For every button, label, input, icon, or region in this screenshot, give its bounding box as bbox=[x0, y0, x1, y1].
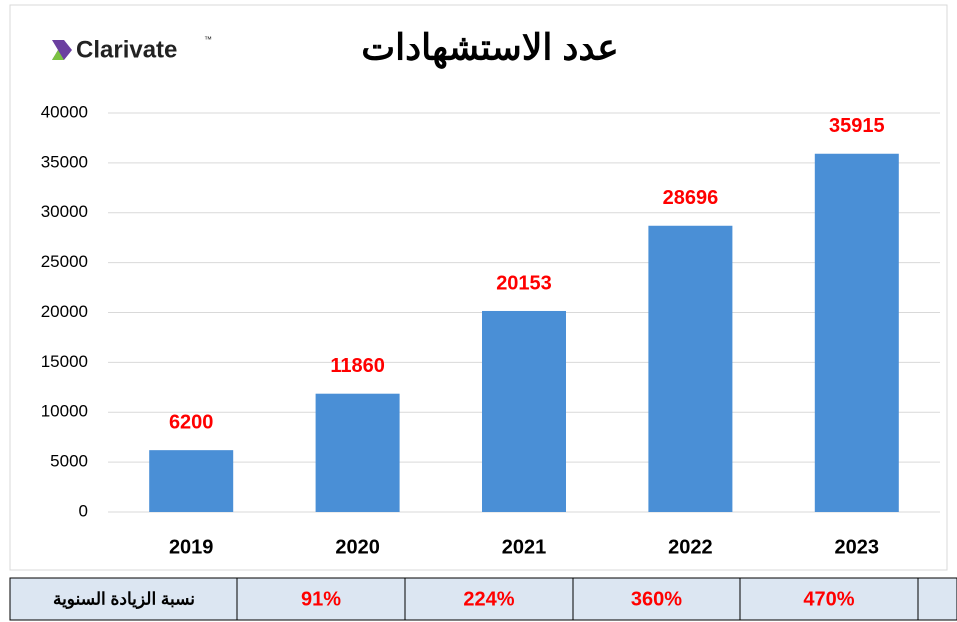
x-tick-label: 2021 bbox=[502, 536, 547, 558]
value-label: 20153 bbox=[496, 272, 552, 294]
value-label: 35915 bbox=[829, 115, 885, 137]
logo-text: Clarivate bbox=[76, 36, 177, 63]
logo: Clarivate ™ bbox=[52, 35, 212, 63]
table-cell bbox=[572, 577, 741, 621]
y-tick-label: 35000 bbox=[41, 152, 88, 171]
x-tick-label: 2022 bbox=[668, 536, 713, 558]
value-label: 6200 bbox=[169, 411, 214, 433]
table-cell bbox=[404, 577, 574, 621]
table-cell bbox=[739, 577, 919, 621]
y-tick-label: 20000 bbox=[41, 302, 88, 321]
x-tick-label: 2023 bbox=[835, 536, 880, 558]
y-tick-label: 40000 bbox=[41, 102, 88, 121]
table-cell bbox=[236, 577, 406, 621]
table-cell-text: 470% bbox=[803, 588, 854, 610]
bar bbox=[482, 310, 566, 512]
table-cell-text: 360% bbox=[631, 588, 682, 610]
bar bbox=[648, 225, 733, 513]
value-label: 28696 bbox=[663, 187, 719, 209]
bar bbox=[149, 450, 234, 512]
y-tick-label: 25000 bbox=[41, 252, 88, 271]
bar bbox=[814, 153, 899, 513]
value-label: 11860 bbox=[330, 355, 385, 377]
table-cell-text: 91% bbox=[301, 588, 341, 610]
logo-mark: ™ bbox=[204, 35, 212, 44]
chart-title: عدد الاستشهادات bbox=[361, 27, 619, 70]
y-tick-label: 30000 bbox=[41, 202, 88, 221]
x-tick-label: 2019 bbox=[169, 536, 214, 558]
x-tick-label: 2020 bbox=[335, 536, 380, 558]
y-tick-label: 15000 bbox=[41, 352, 88, 371]
y-tick-label: 10000 bbox=[41, 402, 88, 421]
table-cell bbox=[917, 577, 957, 621]
table-row-label: نسبة الزيادة السنوية bbox=[53, 589, 195, 609]
y-tick-label: 5000 bbox=[50, 452, 88, 471]
table-cell-text: 224% bbox=[463, 588, 514, 610]
bar bbox=[315, 393, 400, 512]
logo-icon-accent bbox=[52, 50, 64, 60]
y-tick-label: 0 bbox=[79, 501, 88, 520]
